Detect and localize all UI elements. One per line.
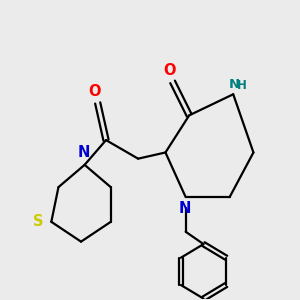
Text: O: O xyxy=(163,63,175,78)
Text: S: S xyxy=(33,214,44,229)
Text: N: N xyxy=(229,78,240,91)
Text: H: H xyxy=(237,79,247,92)
Text: O: O xyxy=(88,84,100,99)
Text: N: N xyxy=(178,201,191,216)
Text: N: N xyxy=(77,145,90,160)
